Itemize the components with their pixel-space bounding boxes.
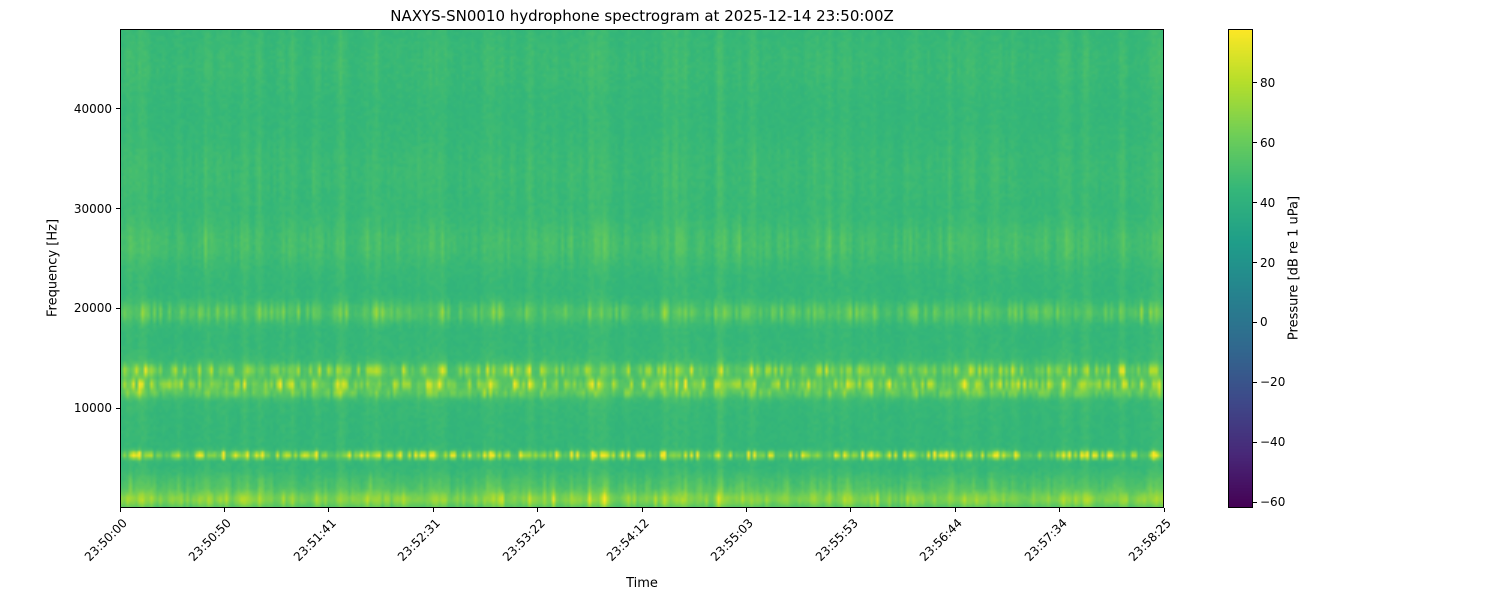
colorbar-tick-mark — [1253, 202, 1257, 204]
y-tick-label: 10000 — [73, 401, 112, 416]
x-tick-label: 23:52:31 — [395, 516, 444, 565]
colorbar-tick-mark — [1253, 381, 1257, 383]
x-tick-mark — [641, 508, 643, 512]
colorbar-tick-mark — [1253, 82, 1257, 84]
y-tick-mark — [116, 208, 120, 210]
colorbar-tick-label: −20 — [1260, 375, 1286, 390]
colorbar-tick-label: 80 — [1260, 75, 1276, 90]
y-tick-label: 40000 — [73, 101, 112, 116]
colorbar-tick-label: −60 — [1260, 495, 1286, 509]
x-tick-mark — [223, 508, 225, 512]
colorbar-tick-mark — [1253, 262, 1257, 263]
colorbar-tick-mark — [1253, 501, 1257, 503]
y-tick-mark — [116, 108, 120, 110]
y-tick-mark — [116, 307, 120, 309]
x-tick-mark — [537, 508, 539, 512]
colorbar-tick-mark — [1253, 441, 1257, 443]
x-tick-mark — [1163, 508, 1165, 512]
colorbar-tick-label: 0 — [1260, 315, 1268, 330]
x-tick-mark — [850, 508, 852, 512]
x-tick-mark — [1059, 508, 1061, 512]
x-tick-label: 23:58:25 — [1125, 516, 1174, 565]
y-tick-label: 20000 — [73, 301, 112, 316]
x-tick-mark — [432, 508, 434, 512]
x-tick-label: 23:55:53 — [812, 516, 861, 565]
x-tick-mark — [745, 508, 747, 512]
x-tick-label: 23:55:03 — [708, 516, 757, 565]
x-tick-mark — [328, 508, 330, 512]
colorbar-tick-label: 20 — [1260, 255, 1276, 270]
colorbar-tick-mark — [1253, 321, 1257, 323]
x-tick-label: 23:50:00 — [81, 516, 130, 565]
colorbar-gradient — [1228, 29, 1253, 508]
colorbar-label: Pressure [dB re 1 uPa] — [1286, 195, 1302, 341]
x-tick-label: 23:57:34 — [1021, 516, 1070, 565]
x-tick-label: 23:54:12 — [603, 516, 652, 565]
chart-title: NAXYS-SN0010 hydrophone spectrogram at 2… — [390, 7, 894, 25]
y-tick-mark — [116, 407, 120, 409]
x-tick-label: 23:56:44 — [917, 516, 966, 565]
x-tick-label: 23:53:22 — [499, 516, 548, 565]
spectrogram-heatmap — [120, 29, 1164, 508]
x-axis-label: Time — [626, 576, 658, 591]
colorbar-tick-mark — [1253, 142, 1257, 144]
x-tick-mark — [119, 508, 121, 512]
y-tick-label: 30000 — [73, 201, 112, 216]
colorbar-tick-label: 60 — [1260, 135, 1276, 150]
x-tick-label: 23:50:50 — [186, 516, 235, 565]
colorbar-tick-label: −40 — [1260, 435, 1286, 450]
x-tick-label: 23:51:41 — [290, 516, 339, 565]
colorbar-tick-label: 40 — [1260, 195, 1276, 210]
x-tick-mark — [954, 508, 956, 512]
